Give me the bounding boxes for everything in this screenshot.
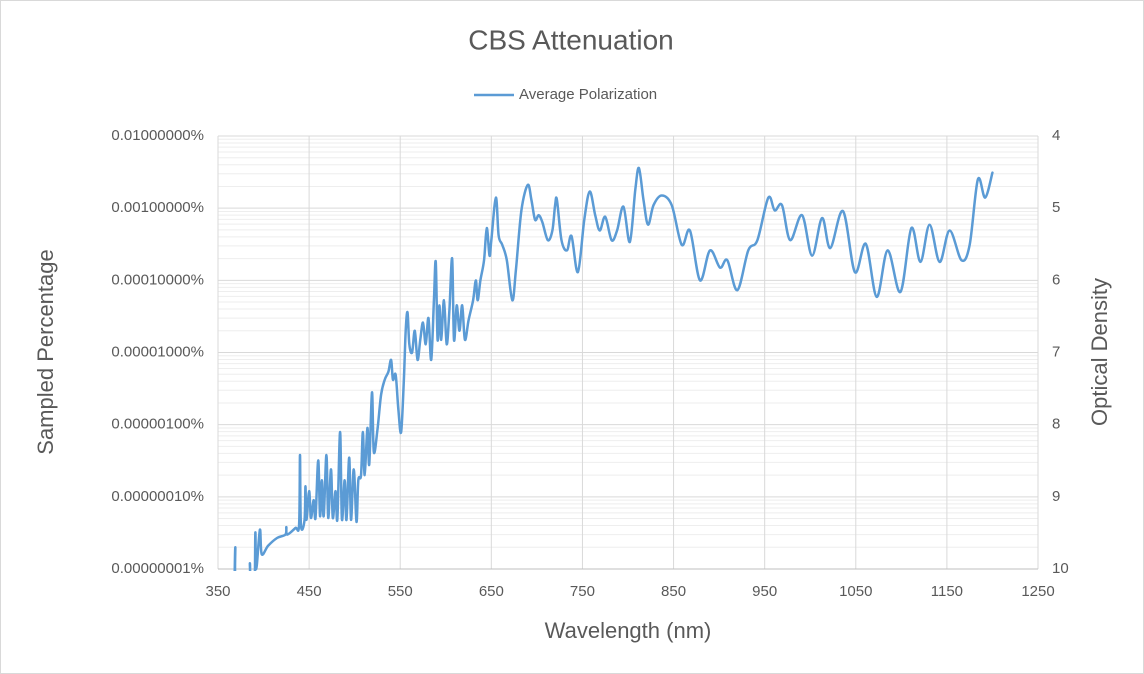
data-line: [233, 166, 994, 571]
y-tick-label: 0.00010000%: [111, 271, 204, 288]
y2-tick-label: 5: [1052, 199, 1060, 216]
x-tick-label: 1250: [1021, 583, 1054, 600]
y-tick-label: 0.01000000%: [111, 127, 204, 144]
y2-tick-label: 8: [1052, 416, 1060, 433]
y2-tick-label: 9: [1052, 488, 1060, 505]
legend-label: Average Polarization: [519, 86, 657, 103]
y-tick-label: 0.00000100%: [111, 416, 204, 433]
x-tick-label: 1150: [931, 583, 963, 600]
y-tick-label: 0.00000001%: [111, 560, 204, 577]
x-tick-label: 350: [205, 583, 230, 600]
y-tick-label: 0.00100000%: [111, 199, 204, 216]
x-tick-label: 750: [570, 583, 595, 600]
x-tick-label: 850: [661, 583, 686, 600]
y-tick-label: 0.00000010%: [111, 488, 204, 505]
x-tick-label: 450: [297, 583, 322, 600]
plot-area: [233, 166, 994, 571]
y2-tick-label: 6: [1052, 271, 1060, 288]
x-axis-label: Wavelength (nm): [545, 618, 712, 643]
y2-axis-label: Optical Density: [1087, 278, 1112, 426]
y2-tick-label: 10: [1052, 560, 1069, 577]
chart-title: CBS Attenuation: [468, 24, 673, 55]
x-tick-label: 1050: [839, 583, 872, 600]
x-tick-label: 550: [388, 583, 413, 600]
ticks: 0.00000001% 0.00000010% 0.00000100% 0.00001…: [111, 127, 1068, 600]
y-tick-label: 0.00001000%: [111, 343, 204, 360]
x-tick-label: 650: [479, 583, 504, 600]
y2-tick-label: 4: [1052, 127, 1060, 144]
x-tick-label: 950: [752, 583, 777, 600]
y-axis-label: Sampled Percentage: [33, 249, 58, 454]
legend: Average Polarization: [474, 86, 657, 103]
y2-tick-label: 7: [1052, 343, 1060, 360]
